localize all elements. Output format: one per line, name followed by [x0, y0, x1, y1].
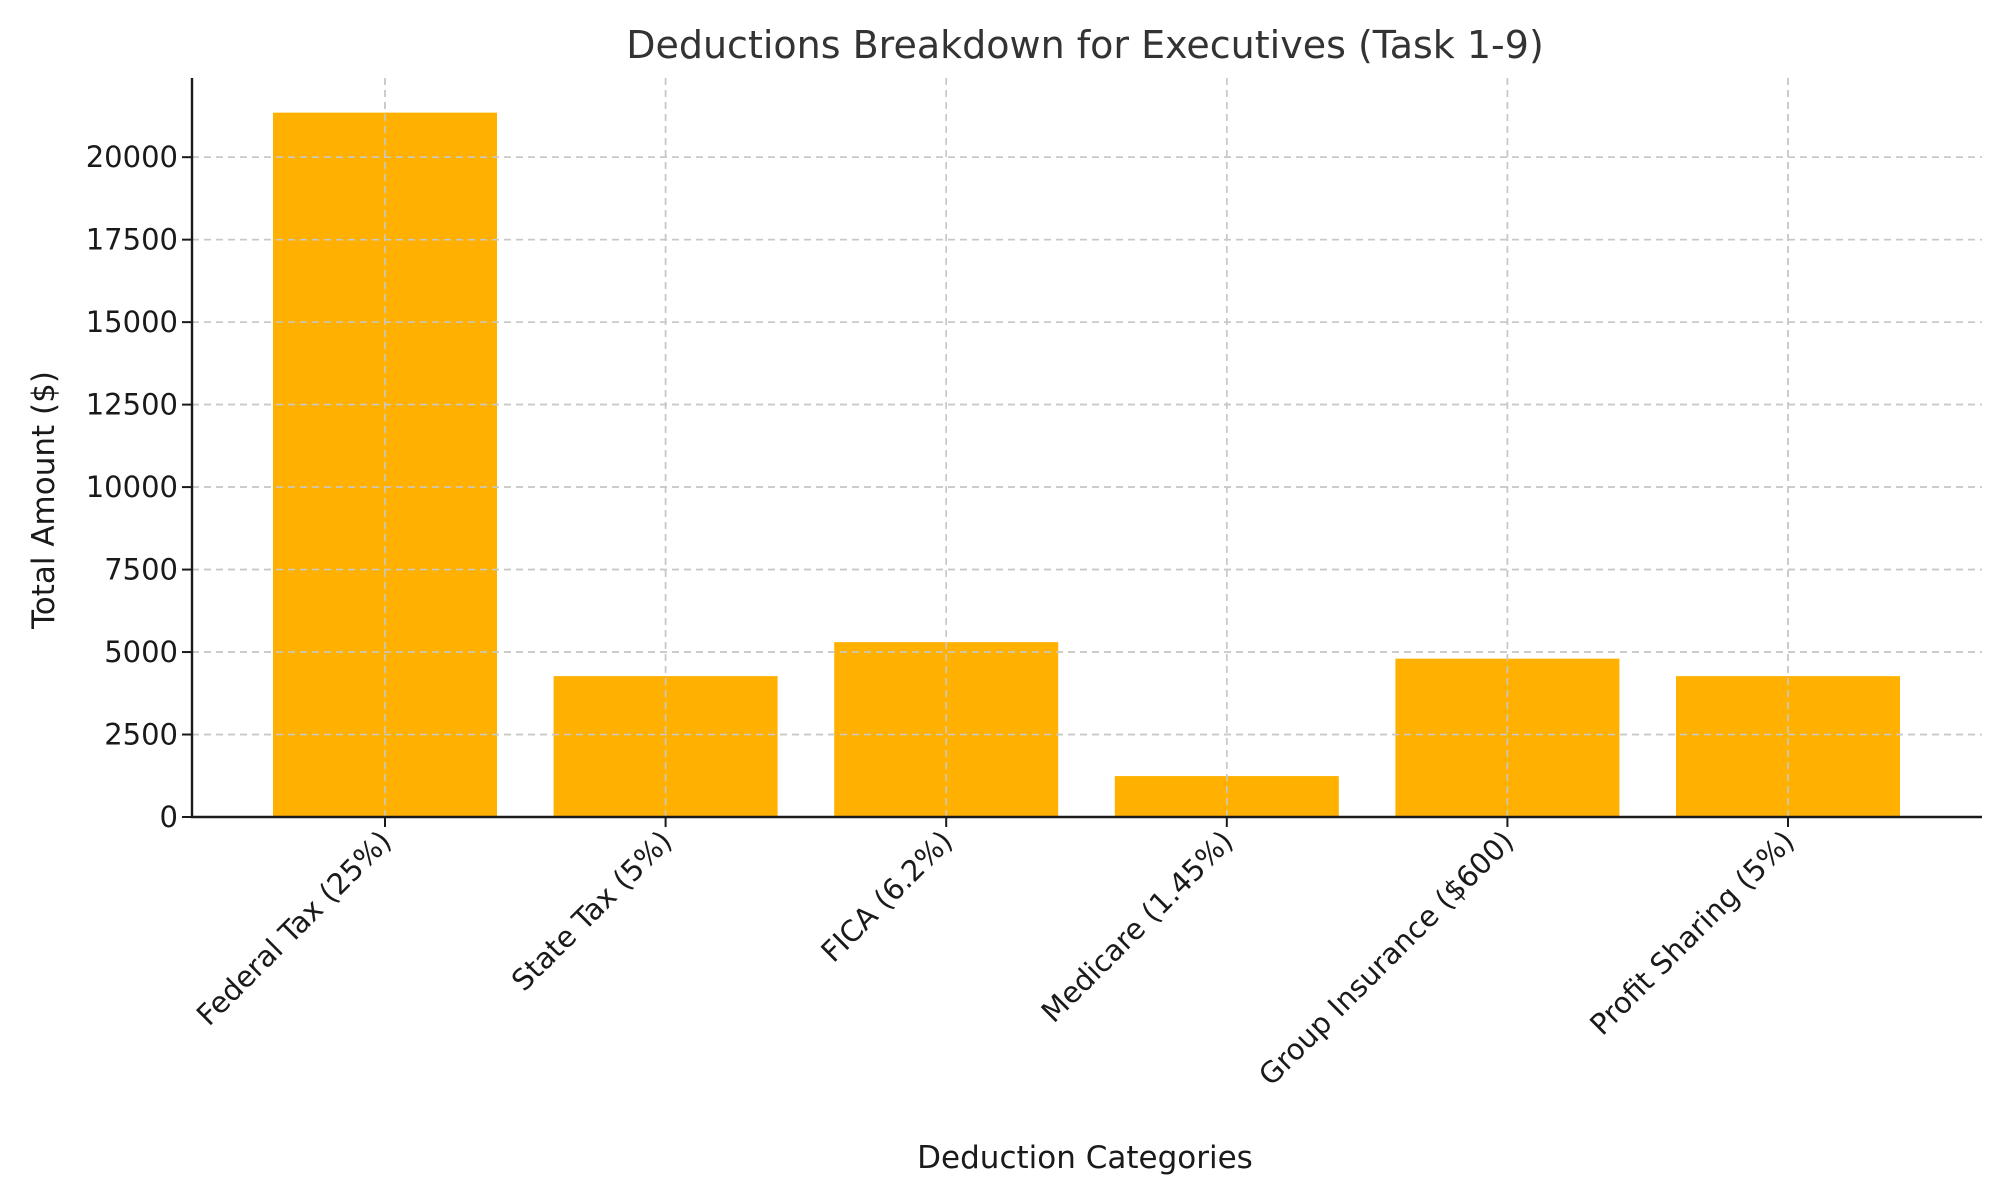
y-tick-label: 17500: [86, 223, 178, 257]
y-tick-labels: 0 2500 5000 7500 10000 12500 15000 17500 20000: [86, 140, 178, 834]
x-tick-label: Group Insurance ($600): [1252, 824, 1520, 1092]
y-tick-label: 5000: [104, 635, 178, 669]
bar-5: [1676, 676, 1900, 817]
x-tick-label: FICA (6.2%): [814, 824, 959, 969]
x-tick-labels: Federal Tax (25%) State Tax (5%) FICA (6.2…: [190, 824, 1801, 1092]
chart-title: Deductions Breakdown for Executives (Tas…: [626, 23, 1544, 67]
axes: [182, 78, 1982, 827]
y-tick-label: 12500: [86, 388, 178, 422]
x-tick-label: State Tax (5%): [505, 824, 679, 998]
x-axis-title: Deduction Categories: [917, 1140, 1253, 1176]
y-tick-label: 15000: [86, 305, 178, 339]
bar-1: [553, 676, 778, 817]
y-tick-label: 2500: [104, 718, 178, 752]
y-tick-label: 7500: [104, 553, 178, 587]
y-tick-label: 10000: [86, 470, 178, 504]
y-tick-label: 20000: [86, 140, 178, 174]
x-tick-label: Medicare (1.45%): [1035, 824, 1240, 1029]
x-tick-label: Federal Tax (25%): [190, 824, 398, 1032]
y-tick-label: 0: [160, 800, 178, 834]
x-tick-label: Profit Sharing (5%): [1583, 824, 1801, 1042]
bars: [192, 78, 1982, 817]
y-axis-title: Total Amount ($): [26, 371, 62, 630]
